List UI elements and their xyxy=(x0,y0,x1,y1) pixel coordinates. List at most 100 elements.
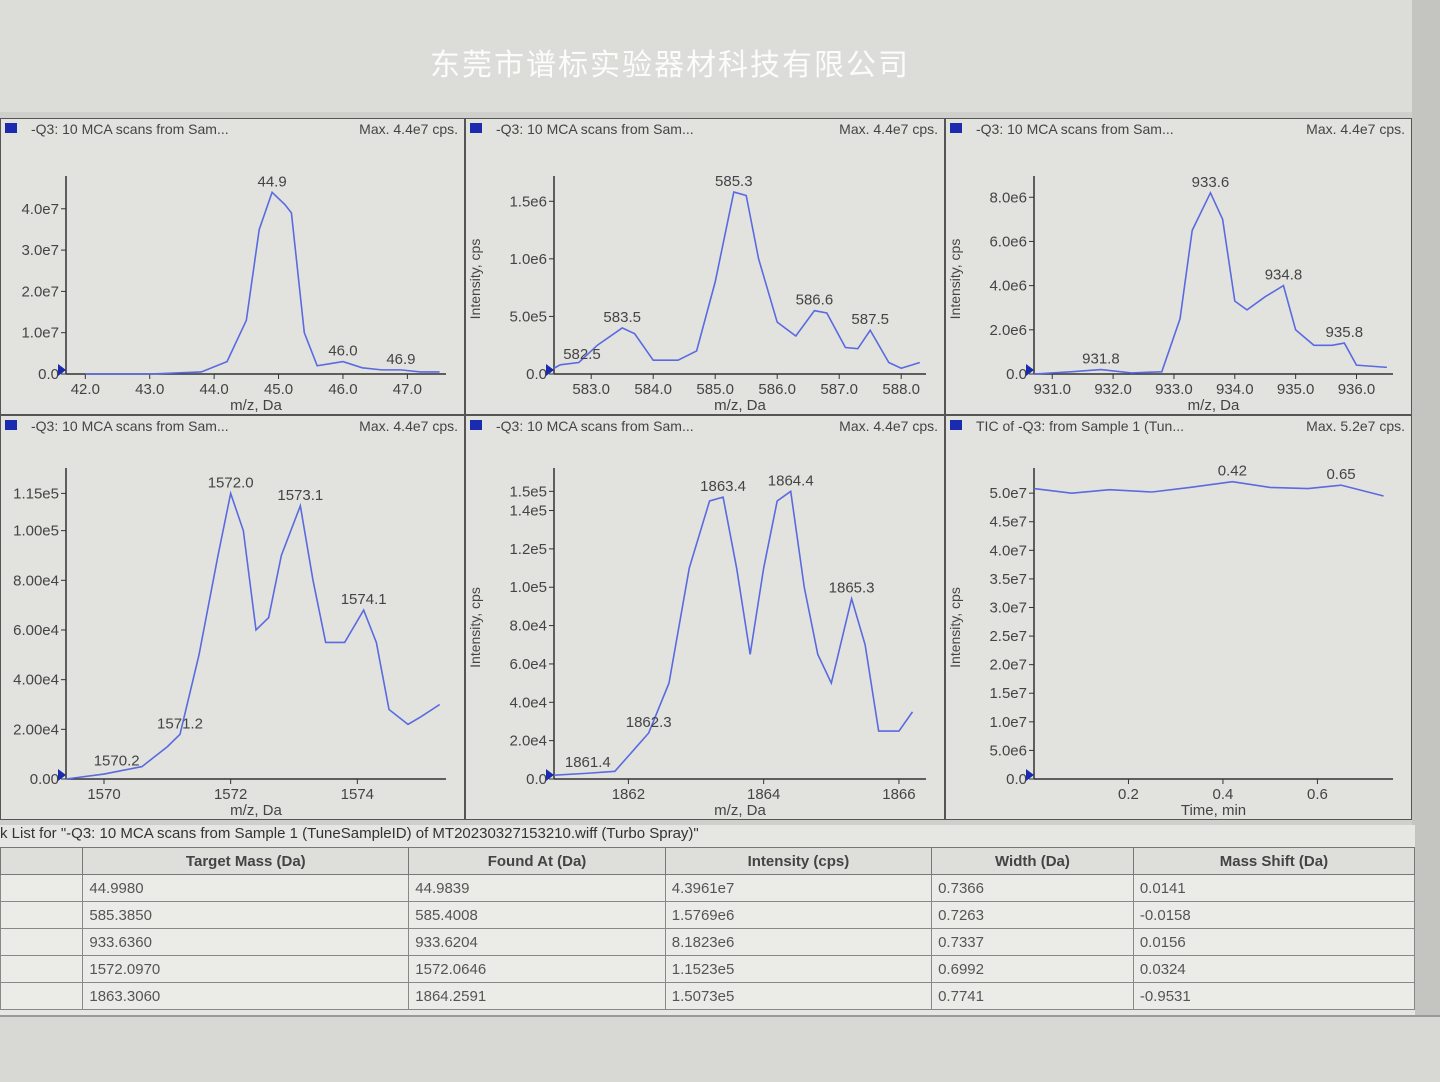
cell-found-at: 1572.0646 xyxy=(409,956,665,983)
x-tick-label: 932.0 xyxy=(1094,381,1132,398)
cell-mass-shift: 0.0324 xyxy=(1133,956,1414,983)
col-target-mass[interactable]: Target Mass (Da) xyxy=(83,848,409,875)
chart-svg: 0.002.00e44.00e46.00e48.00e41.00e51.15e5… xyxy=(1,416,466,821)
x-tick-label: 1570 xyxy=(87,786,120,803)
peak-label: 586.6 xyxy=(796,292,834,309)
y-tick-label: 0.0 xyxy=(526,771,547,788)
y-tick-label: 2.0e6 xyxy=(989,322,1027,339)
y-axis-label: Intensity, cps xyxy=(947,239,963,320)
row-header xyxy=(1,983,83,1010)
bottom-area xyxy=(0,1015,1440,1082)
x-tick-label: 934.0 xyxy=(1216,381,1254,398)
x-tick-label: 933.0 xyxy=(1155,381,1193,398)
col-intensity[interactable]: Intensity (cps) xyxy=(665,848,931,875)
peak-table: Target Mass (Da) Found At (Da) Intensity… xyxy=(0,847,1415,1010)
chart-panel-1[interactable]: -Q3: 10 MCA scans from Sam...Max. 4.4e7 … xyxy=(0,118,465,415)
peak-list: k List for "-Q3: 10 MCA scans from Sampl… xyxy=(0,825,1415,1015)
chart-svg: 0.02.0e44.0e46.0e48.0e41.0e51.2e51.4e51.… xyxy=(466,416,946,821)
y-axis-label: Intensity, cps xyxy=(467,587,483,668)
row-header-col xyxy=(1,848,83,875)
x-tick-label: 0.6 xyxy=(1307,786,1328,803)
y-tick-label: 1.0e5 xyxy=(509,579,547,596)
cell-target-mass: 44.9980 xyxy=(83,875,409,902)
peak-label: 46.9 xyxy=(386,351,415,368)
y-tick-label: 4.0e4 xyxy=(509,694,547,711)
cell-mass-shift: -0.9531 xyxy=(1133,983,1414,1010)
y-tick-label: 4.0e6 xyxy=(989,278,1027,295)
chart-panel-3[interactable]: -Q3: 10 MCA scans from Sam...Max. 4.4e7 … xyxy=(945,118,1412,415)
y-tick-label: 2.00e4 xyxy=(13,721,59,738)
y-tick-label: 2.0e7 xyxy=(989,657,1027,674)
y-tick-label: 4.00e4 xyxy=(13,672,59,689)
x-tick-label: 1572 xyxy=(214,786,247,803)
x-tick-label: 587.0 xyxy=(820,381,858,398)
y-tick-label: 4.0e7 xyxy=(989,542,1027,559)
peak-label: 1570.2 xyxy=(94,753,140,770)
row-header xyxy=(1,875,83,902)
cell-width: 0.7263 xyxy=(932,902,1134,929)
cell-target-mass: 1572.0970 xyxy=(83,956,409,983)
row-header xyxy=(1,929,83,956)
cell-width: 0.7337 xyxy=(932,929,1134,956)
x-axis-label: m/z, Da xyxy=(1188,397,1240,414)
row-header xyxy=(1,902,83,929)
y-tick-label: 1.4e5 xyxy=(509,503,547,520)
x-tick-label: 1864 xyxy=(747,786,780,803)
y-tick-label: 4.5e7 xyxy=(989,514,1027,531)
cell-found-at: 933.6204 xyxy=(409,929,665,956)
series-line xyxy=(1034,482,1384,496)
x-tick-label: 47.0 xyxy=(393,381,422,398)
y-tick-label: 6.0e4 xyxy=(509,656,547,673)
peak-label: 585.3 xyxy=(715,173,753,190)
x-axis-label: m/z, Da xyxy=(714,397,766,414)
x-tick-label: 1862 xyxy=(612,786,645,803)
col-width[interactable]: Width (Da) xyxy=(932,848,1134,875)
x-tick-label: 42.0 xyxy=(71,381,100,398)
cell-intensity: 1.5769e6 xyxy=(665,902,931,929)
peak-label: 1572.0 xyxy=(208,474,254,491)
series-line xyxy=(554,192,920,368)
peak-label: 933.6 xyxy=(1192,174,1230,191)
peak-label: 1573.1 xyxy=(277,487,323,504)
col-mass-shift[interactable]: Mass Shift (Da) xyxy=(1133,848,1414,875)
y-tick-label: 2.0e4 xyxy=(509,733,547,750)
y-axis-label: Intensity, cps xyxy=(947,587,963,668)
cell-intensity: 4.3961e7 xyxy=(665,875,931,902)
peak-label: 1862.3 xyxy=(626,714,672,731)
y-tick-label: 0.0 xyxy=(1006,771,1027,788)
y-tick-label: 0.0 xyxy=(38,366,59,383)
y-tick-label: 8.0e6 xyxy=(989,189,1027,206)
cell-found-at: 585.4008 xyxy=(409,902,665,929)
col-found-at[interactable]: Found At (Da) xyxy=(409,848,665,875)
y-axis-label: Intensity, cps xyxy=(467,239,483,320)
y-tick-label: 5.0e7 xyxy=(989,485,1027,502)
y-tick-label: 1.5e7 xyxy=(989,685,1027,702)
chart-panel-6[interactable]: TIC of -Q3: from Sample 1 (Tun...Max. 5.… xyxy=(945,415,1412,820)
y-tick-label: 8.0e4 xyxy=(509,618,547,635)
peak-label: 1861.4 xyxy=(565,754,611,771)
y-tick-label: 1.5e6 xyxy=(509,193,547,210)
y-tick-label: 1.5e5 xyxy=(509,483,547,500)
y-tick-label: 1.00e5 xyxy=(13,523,59,540)
x-tick-label: 0.2 xyxy=(1118,786,1139,803)
x-tick-label: 583.0 xyxy=(572,381,610,398)
x-tick-label: 45.0 xyxy=(264,381,293,398)
chart-panel-5[interactable]: -Q3: 10 MCA scans from Sam...Max. 4.4e7 … xyxy=(465,415,945,820)
peak-label: 1864.4 xyxy=(768,472,814,489)
x-axis-label: m/z, Da xyxy=(714,802,766,819)
y-tick-label: 0.00 xyxy=(30,771,59,788)
series-line xyxy=(1034,193,1387,374)
y-tick-label: 2.5e7 xyxy=(989,628,1027,645)
y-tick-label: 3.0e7 xyxy=(21,242,59,259)
chart-panel-2[interactable]: -Q3: 10 MCA scans from Sam...Max. 4.4e7 … xyxy=(465,118,945,415)
y-tick-label: 3.5e7 xyxy=(989,571,1027,588)
chart-panel-4[interactable]: -Q3: 10 MCA scans from Sam...Max. 4.4e7 … xyxy=(0,415,465,820)
row-header xyxy=(1,956,83,983)
